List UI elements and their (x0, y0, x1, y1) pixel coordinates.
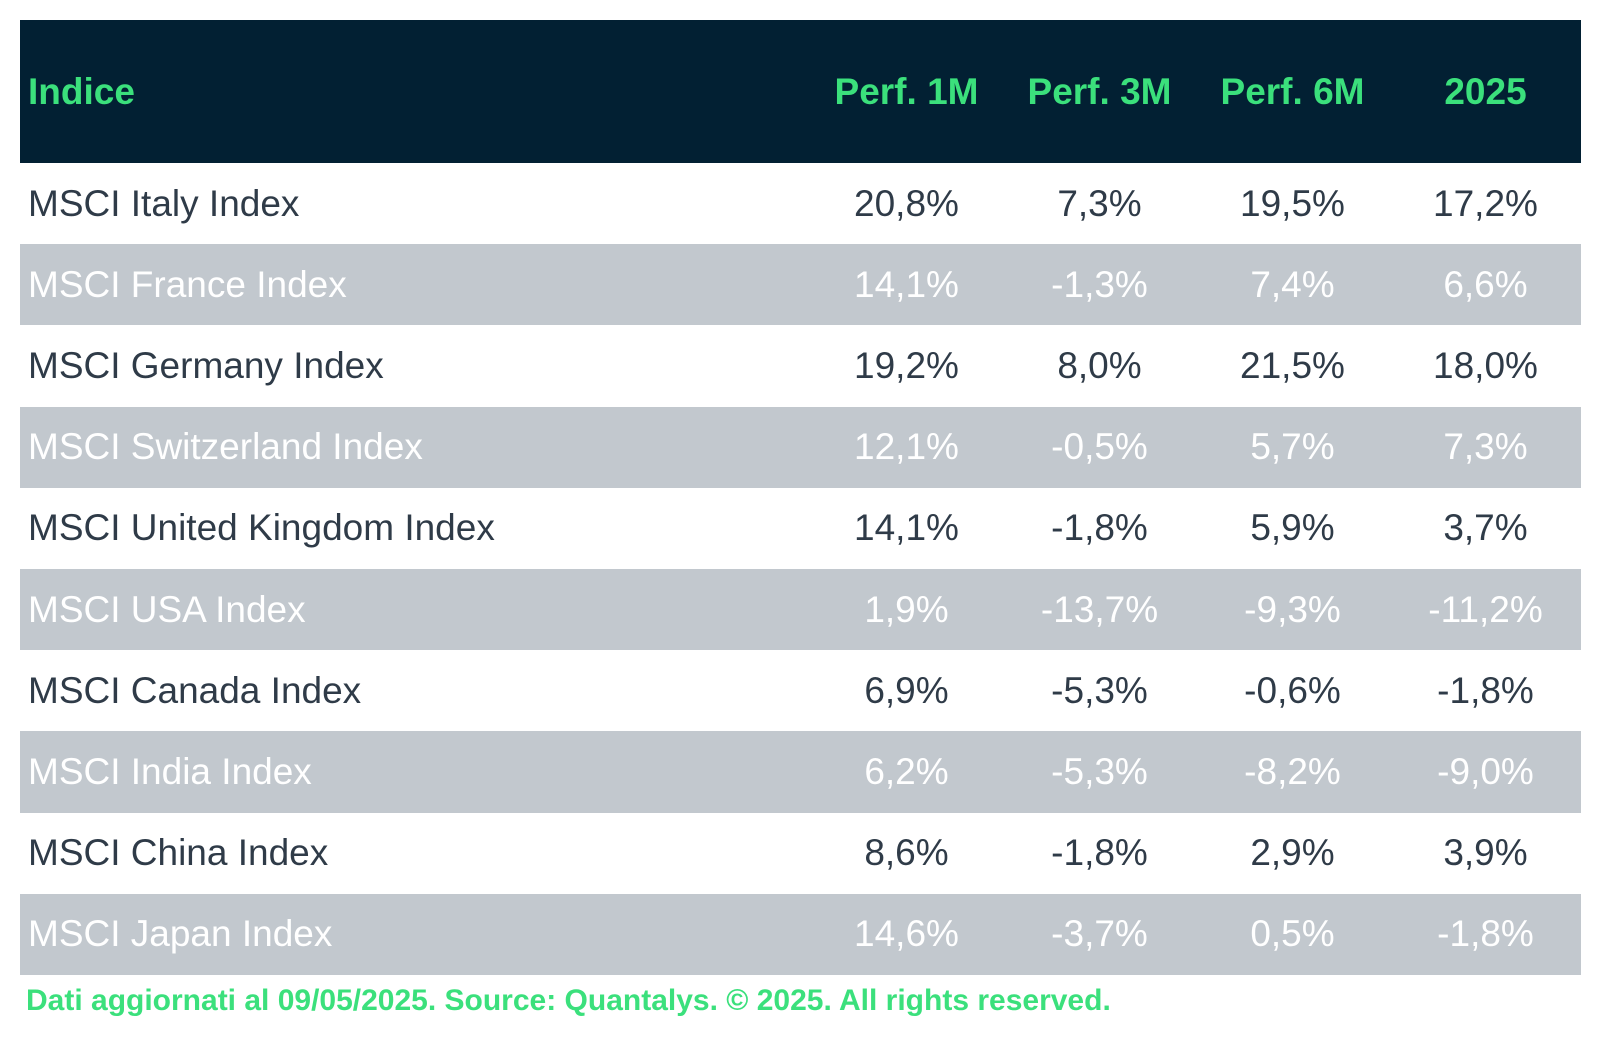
index-name-cell: MSCI Canada Index (28, 669, 362, 711)
value-cell-perf-1m: 20,8% (854, 182, 959, 224)
value-cell-perf-3m: -1,8% (1051, 832, 1148, 874)
value-cell-perf-1m: 1,9% (864, 588, 949, 630)
index-name-cell: MSCI France Index (28, 263, 347, 305)
table-row: MSCI United Kingdom Index 14,1% -1,8% 5,9% 3… (20, 487, 1581, 569)
value-cell-perf-3m: -13,7% (1040, 588, 1159, 630)
value-cell-perf-6m: -9,3% (1244, 588, 1341, 630)
value-cell-2025: -1,8% (1437, 669, 1534, 711)
table-row: MSCI India Index 6,2% -5,3% -8,2% -9,0% (20, 731, 1581, 813)
index-name-cell: MSCI Italy Index (28, 182, 300, 224)
value-cell-perf-1m: 14,1% (854, 507, 959, 549)
value-cell-2025: 17,2% (1433, 182, 1538, 224)
value-cell-2025: 18,0% (1433, 344, 1538, 386)
value-cell-perf-1m: 14,6% (854, 913, 959, 955)
index-name-cell: MSCI United Kingdom Index (28, 507, 495, 549)
value-cell-perf-6m: -0,6% (1244, 669, 1341, 711)
value-cell-perf-6m: 5,7% (1250, 426, 1335, 468)
value-cell-perf-6m: 19,5% (1240, 182, 1345, 224)
value-cell-2025: 6,6% (1443, 263, 1528, 305)
performance-table: Indice Perf. 1M Perf. 3M Perf. 6M 2025 M… (20, 20, 1581, 975)
value-cell-perf-1m: 12,1% (854, 426, 959, 468)
value-cell-perf-3m: -5,3% (1051, 669, 1148, 711)
value-cell-perf-6m: 2,9% (1250, 832, 1335, 874)
value-cell-perf-3m: -1,3% (1051, 263, 1148, 305)
value-cell-perf-6m: -8,2% (1244, 750, 1341, 792)
column-header-perf-6m: Perf. 6M (1220, 70, 1365, 112)
column-header-2025: 2025 (1444, 70, 1527, 112)
value-cell-perf-1m: 19,2% (854, 344, 959, 386)
table-row: MSCI USA Index 1,9% -13,7% -9,3% -11,2% (20, 568, 1581, 651)
index-name-cell: MSCI India Index (28, 750, 312, 792)
index-name-cell: MSCI USA Index (28, 588, 306, 630)
value-cell-perf-3m: -1,8% (1051, 507, 1148, 549)
value-cell-perf-6m: 7,4% (1250, 263, 1335, 305)
table-header-row: Indice Perf. 1M Perf. 3M Perf. 6M 2025 (20, 20, 1581, 163)
value-cell-perf-1m: 14,1% (854, 263, 959, 305)
table-row: MSCI China Index 8,6% -1,8% 2,9% 3,9% (20, 812, 1581, 894)
table-row: MSCI Switzerland Index 12,1% -0,5% 5,7% 7,3% (20, 406, 1581, 488)
value-cell-perf-1m: 8,6% (864, 832, 949, 874)
index-name-cell: MSCI Japan Index (28, 913, 333, 955)
table-row: MSCI Japan Index 14,6% -3,7% 0,5% -1,8% (20, 893, 1581, 975)
value-cell-2025: 3,7% (1443, 507, 1528, 549)
value-cell-perf-6m: 21,5% (1240, 344, 1345, 386)
value-cell-2025: -1,8% (1437, 913, 1534, 955)
table-row: MSCI France Index 14,1% -1,3% 7,4% 6,6% (20, 244, 1581, 326)
value-cell-perf-3m: -5,3% (1051, 750, 1148, 792)
index-name-cell: MSCI Switzerland Index (28, 426, 423, 468)
value-cell-2025: -9,0% (1437, 750, 1534, 792)
value-cell-2025: 7,3% (1443, 426, 1528, 468)
value-cell-perf-1m: 6,9% (864, 669, 949, 711)
value-cell-perf-3m: -3,7% (1051, 913, 1148, 955)
value-cell-perf-6m: 0,5% (1250, 913, 1335, 955)
column-header-perf-1m: Perf. 1M (834, 70, 979, 112)
value-cell-perf-3m: 8,0% (1057, 344, 1142, 386)
table-body: MSCI Italy Index 20,8% 7,3% 19,5% 17,2% MSCI … (20, 163, 1581, 975)
index-name-cell: MSCI Germany Index (28, 344, 384, 386)
value-cell-2025: -11,2% (1428, 588, 1543, 630)
column-header-indice: Indice (28, 70, 135, 112)
table-row: MSCI Italy Index 20,8% 7,3% 19,5% 17,2% (20, 163, 1581, 245)
column-header-perf-3m: Perf. 3M (1027, 70, 1172, 112)
value-cell-perf-3m: 7,3% (1057, 182, 1142, 224)
index-name-cell: MSCI China Index (28, 832, 329, 874)
value-cell-perf-6m: 5,9% (1250, 507, 1335, 549)
value-cell-2025: 3,9% (1443, 832, 1528, 874)
source-footnote: Dati aggiornati al 09/05/2025. Source: Q… (26, 984, 1111, 1017)
value-cell-perf-1m: 6,2% (864, 750, 949, 792)
table-row: MSCI Germany Index 19,2% 8,0% 21,5% 18,0% (20, 325, 1581, 407)
value-cell-perf-3m: -0,5% (1051, 426, 1148, 468)
table-row: MSCI Canada Index 6,9% -5,3% -0,6% -1,8% (20, 650, 1581, 732)
